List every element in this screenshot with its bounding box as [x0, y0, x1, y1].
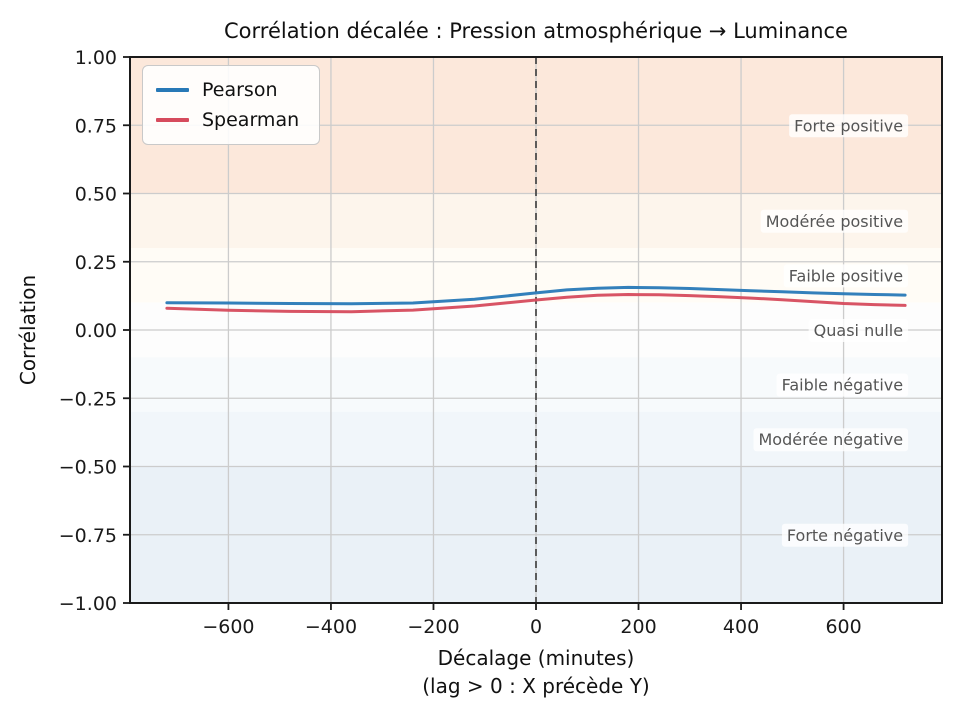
legend-label-spearman: Spearman [202, 109, 300, 131]
legend: Pearson Spearman [142, 65, 321, 145]
zone-label-bg [776, 373, 909, 397]
legend-entry-pearson: Pearson [156, 75, 299, 105]
x-tick-label: −200 [407, 616, 459, 638]
zone-label-bg [760, 209, 909, 233]
y-tick-label: −0.75 [59, 525, 117, 547]
y-tick-label: −1.00 [59, 593, 117, 615]
spearman-line-swatch [156, 118, 189, 122]
x-tick-label: 200 [620, 616, 656, 638]
spearman-line [165, 293, 907, 314]
x-axis-label-group: Décalage (minutes) (lag > 0 : X précède … [422, 644, 649, 700]
x-tick-label: −600 [202, 616, 254, 638]
y-tick-label: −0.50 [59, 457, 117, 479]
zone-label: Modérée positive [766, 212, 903, 231]
pearson-line-swatch [156, 88, 189, 92]
y-tick-label: 0.00 [75, 320, 117, 342]
y-tick-label: 1.00 [75, 47, 117, 69]
y-tick-label: −0.25 [59, 388, 117, 410]
zone-label-bg [781, 523, 909, 547]
chart-title: Corrélation décalée : Pression atmosphér… [224, 19, 848, 43]
pearson-line [165, 285, 907, 306]
x-tick-label: 0 [530, 616, 542, 638]
zone-label: Forte négative [787, 526, 903, 545]
y-axis-label: Corrélation [16, 274, 40, 386]
zone-label: Quasi nulle [814, 321, 903, 340]
x-tick-label: 400 [723, 616, 759, 638]
zone-label-bg [753, 428, 909, 452]
zone-label: Faible positive [789, 266, 903, 285]
zone-label-bg [783, 264, 909, 288]
x-axis-label: Décalage (minutes) [437, 646, 635, 670]
x-axis-sublabel: (lag > 0 : X précède Y) [422, 674, 650, 698]
y-tick-label: 0.50 [75, 184, 117, 206]
legend-label-pearson: Pearson [202, 79, 278, 101]
x-tick-label: 600 [825, 616, 861, 638]
y-tick-label: 0.25 [75, 252, 117, 274]
x-tick-label: −400 [305, 616, 357, 638]
zone-label-bg [789, 114, 909, 138]
zone-label: Forte positive [794, 116, 903, 135]
y-tick-label: 0.75 [75, 115, 117, 137]
zone-label-bg [808, 319, 909, 342]
legend-entry-spearman: Spearman [156, 105, 299, 135]
zone-label: Modérée négative [759, 430, 904, 449]
zone-label: Faible négative [782, 376, 904, 395]
